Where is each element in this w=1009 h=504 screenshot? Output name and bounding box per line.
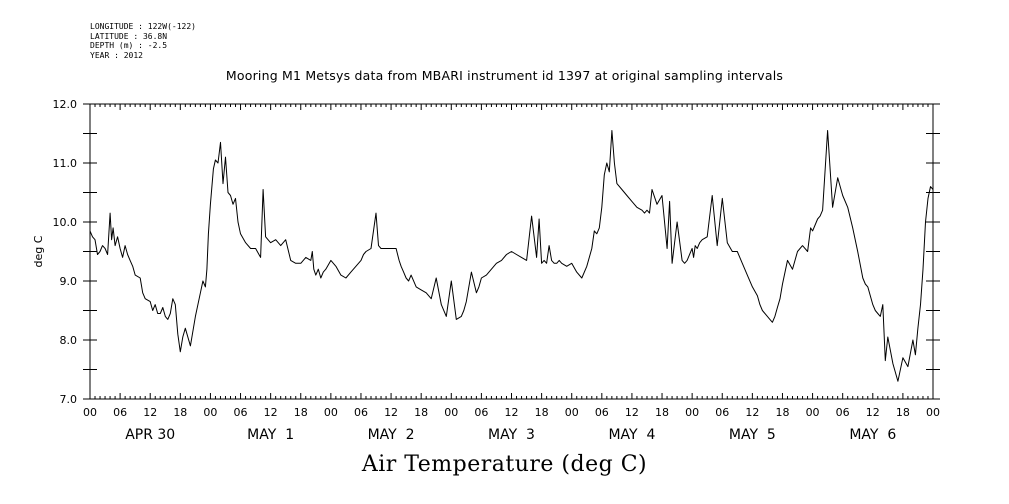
y-tick-label: 8.0 <box>60 334 78 347</box>
x-tick-label: 00 <box>806 406 820 419</box>
metadata-block: LONGITUDE : 122W(-122) LATITUDE : 36.8N … <box>90 22 196 60</box>
day-label: MAY 2 <box>368 427 415 443</box>
y-tick-label: 7.0 <box>60 393 78 406</box>
day-label: MAY 3 <box>488 427 535 443</box>
day-label: MAY 4 <box>608 427 655 443</box>
latitude-line: LATITUDE : 36.8N <box>90 31 168 41</box>
y-tick-label: 10.0 <box>53 216 78 229</box>
x-tick-label: 18 <box>896 406 910 419</box>
x-tick-label: 06 <box>234 406 248 419</box>
y-tick-label: 9.0 <box>60 275 78 288</box>
x-tick-label: 18 <box>414 406 428 419</box>
x-tick-label: 12 <box>143 406 157 419</box>
day-label: MAY 6 <box>849 427 896 443</box>
x-tick-label: 18 <box>655 406 669 419</box>
x-tick-label: 06 <box>836 406 850 419</box>
x-tick-label: 18 <box>775 406 789 419</box>
x-tick-label: 12 <box>505 406 519 419</box>
longitude-line: LONGITUDE : 122W(-122) <box>90 22 196 31</box>
x-tick-label: 00 <box>565 406 579 419</box>
day-label: MAY 1 <box>247 427 294 443</box>
x-tick-label: 00 <box>83 406 97 419</box>
y-tick-label: 11.0 <box>53 157 78 170</box>
day-label: MAY 5 <box>729 427 776 443</box>
x-tick-label: 06 <box>595 406 609 419</box>
depth-line: DEPTH (m) : -2.5 <box>90 41 168 50</box>
series-line-0 <box>89 130 934 382</box>
x-tick-label: 00 <box>685 406 699 419</box>
x-tick-label: 06 <box>474 406 488 419</box>
x-tick-label: 12 <box>384 406 398 419</box>
x-tick-label: 18 <box>535 406 549 419</box>
day-label: APR 30 <box>125 427 175 443</box>
x-tick-label: 06 <box>113 406 127 419</box>
x-tick-label: 00 <box>444 406 458 419</box>
x-tick-label: 18 <box>173 406 187 419</box>
x-tick-label: 00 <box>203 406 217 419</box>
x-tick-label: 06 <box>354 406 368 419</box>
chart-title: Mooring M1 Metsys data from MBARI instru… <box>225 68 784 83</box>
x-tick-label: 12 <box>745 406 759 419</box>
x-axis-title: Air Temperature (deg C) <box>361 452 648 477</box>
x-tick-label: 18 <box>294 406 308 419</box>
year-line: YEAR : 2012 <box>90 50 143 60</box>
x-tick-label: 06 <box>715 406 729 419</box>
x-tick-label: 00 <box>926 406 940 419</box>
x-tick-label: 12 <box>625 406 639 419</box>
y-tick-label: 12.0 <box>53 98 78 111</box>
x-tick-label: 00 <box>324 406 338 419</box>
y-axis-label: deg C <box>32 235 45 267</box>
x-tick-label: 12 <box>264 406 278 419</box>
x-tick-label: 12 <box>866 406 880 419</box>
